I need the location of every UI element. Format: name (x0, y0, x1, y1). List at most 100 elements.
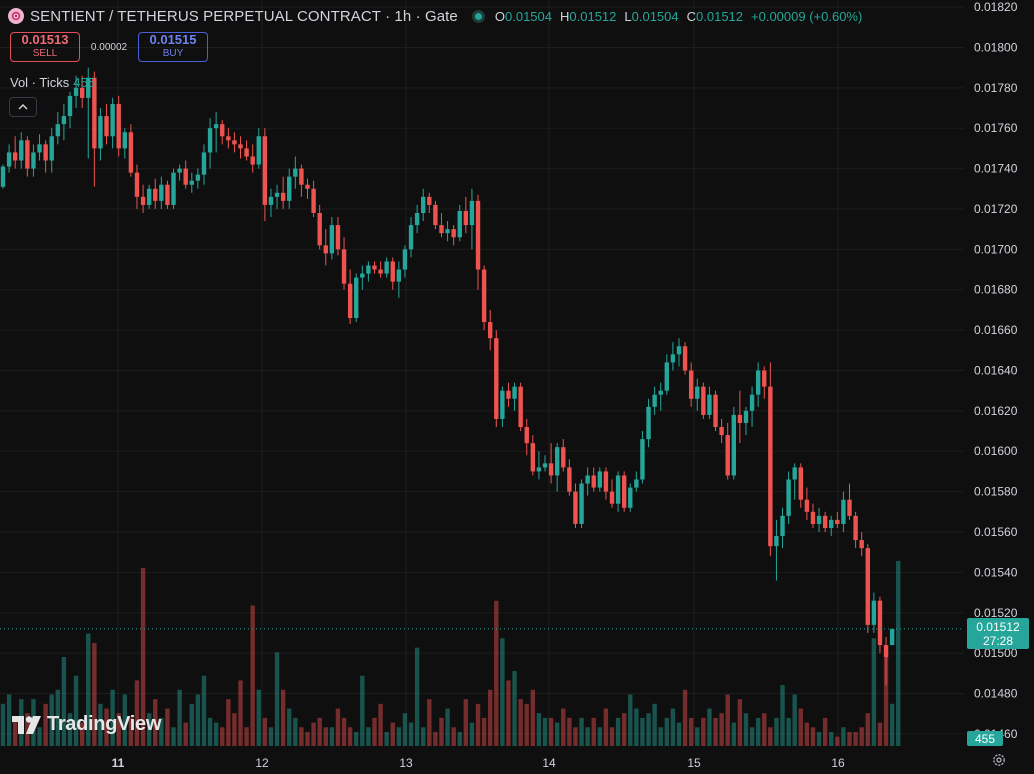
candle-body (341, 249, 347, 284)
volume-bar (871, 638, 877, 746)
open-label: O (494, 8, 505, 24)
price-tick-label: 0.01760 (974, 121, 1018, 135)
candle-body (701, 386, 706, 415)
candle-body (165, 184, 170, 205)
open-value: 0.01504 (505, 8, 552, 24)
candle-body (146, 188, 152, 205)
candle-body (877, 600, 883, 646)
candle-body (262, 136, 268, 205)
buy-button[interactable]: 0.01515 BUY (138, 32, 208, 62)
grid-lines (0, 0, 964, 744)
candle-body (768, 386, 773, 547)
candle-body (731, 414, 736, 476)
candle-body (268, 196, 274, 205)
candle-body (883, 645, 889, 658)
volume-bar (378, 703, 383, 746)
candle-body (79, 87, 85, 98)
volume-bar (354, 731, 359, 746)
sell-button[interactable]: 0.01513 SELL (10, 32, 80, 62)
volume-bar (122, 694, 127, 746)
change-value: +0.00009 (+0.60%) (751, 8, 863, 24)
price-tick-label: 0.01660 (974, 323, 1018, 337)
volume-bar (329, 727, 335, 746)
candle-body (6, 152, 12, 167)
candle-body (615, 475, 621, 504)
volume-bar (591, 717, 596, 746)
last-volume-value: 455 (974, 731, 996, 746)
volume-bar (567, 717, 572, 746)
candle-body (798, 467, 803, 500)
candle-body (548, 463, 554, 476)
candle-body (19, 140, 24, 161)
candle-body (841, 499, 846, 524)
candle-body (61, 116, 67, 125)
volume-bar (488, 689, 493, 746)
volume-bar (86, 633, 91, 746)
volume-bar (201, 675, 207, 746)
tradingview-logo[interactable]: TradingView (12, 713, 161, 736)
trade-panel: 0.01513 SELL 0.00002 0.01515 BUY (10, 32, 208, 62)
candle-body (481, 269, 487, 323)
high-value: 0.01512 (569, 8, 617, 24)
volume-bar (73, 675, 79, 746)
candle-body (299, 168, 304, 185)
volume-legend[interactable]: Vol · Ticks 455 (10, 75, 95, 90)
volume-bar (98, 703, 103, 746)
sell-label: SELL (32, 48, 58, 59)
candle-body (457, 210, 462, 238)
volume-bar (360, 675, 365, 746)
candle-body (49, 136, 54, 161)
volume-bar (299, 727, 304, 746)
volume-bar (55, 689, 61, 746)
collapse-legend-button[interactable] (9, 97, 37, 117)
candle-body (67, 95, 73, 117)
volume-bar (859, 727, 864, 746)
volume-bar (384, 731, 389, 746)
volume-bar (682, 689, 688, 746)
volume-bar (731, 722, 736, 746)
candle-body (865, 548, 870, 625)
sentient-logo-icon[interactable] (8, 8, 24, 24)
volume-bar (585, 727, 590, 746)
candle-body (792, 467, 797, 480)
candle-body (567, 467, 572, 492)
candle-body (73, 87, 79, 96)
volume-bar (621, 713, 627, 746)
volume-bar (634, 708, 639, 746)
candle-body (652, 394, 657, 407)
candle-body (670, 354, 676, 363)
time-tick-label: 14 (542, 756, 556, 770)
time-tick-label: 13 (399, 756, 413, 770)
candle-body (220, 124, 225, 137)
volume-bar (213, 722, 219, 746)
symbol-title[interactable]: SENTIENT / TETHERUS PERPETUAL CONTRACT ·… (30, 7, 458, 25)
volume-bar (664, 717, 670, 746)
volume-bar (725, 694, 730, 746)
candle-body (31, 152, 36, 169)
candle-body (658, 390, 663, 395)
candle-body (463, 210, 469, 226)
volume-bar (414, 647, 420, 746)
candle-body (421, 196, 426, 213)
time-tick-label: 16 (831, 756, 845, 770)
candles (0, 67, 895, 686)
candle-body (518, 386, 523, 428)
candle-body (250, 156, 255, 165)
candle-body (25, 140, 30, 169)
volume-bar (226, 699, 231, 746)
volume-bar (134, 680, 140, 746)
volume-bar (719, 713, 724, 746)
settings-button[interactable] (988, 749, 1010, 771)
volume-bar (335, 708, 341, 746)
volume-bar (883, 657, 889, 746)
candle-body (433, 204, 438, 226)
candle-body (244, 148, 249, 157)
volume-bar (889, 703, 895, 746)
candle-body (55, 124, 61, 137)
candle-body (311, 188, 316, 213)
candle-body (707, 394, 712, 415)
volume-bar (128, 717, 134, 746)
candle-body (494, 338, 499, 419)
low-label: L (624, 8, 632, 24)
